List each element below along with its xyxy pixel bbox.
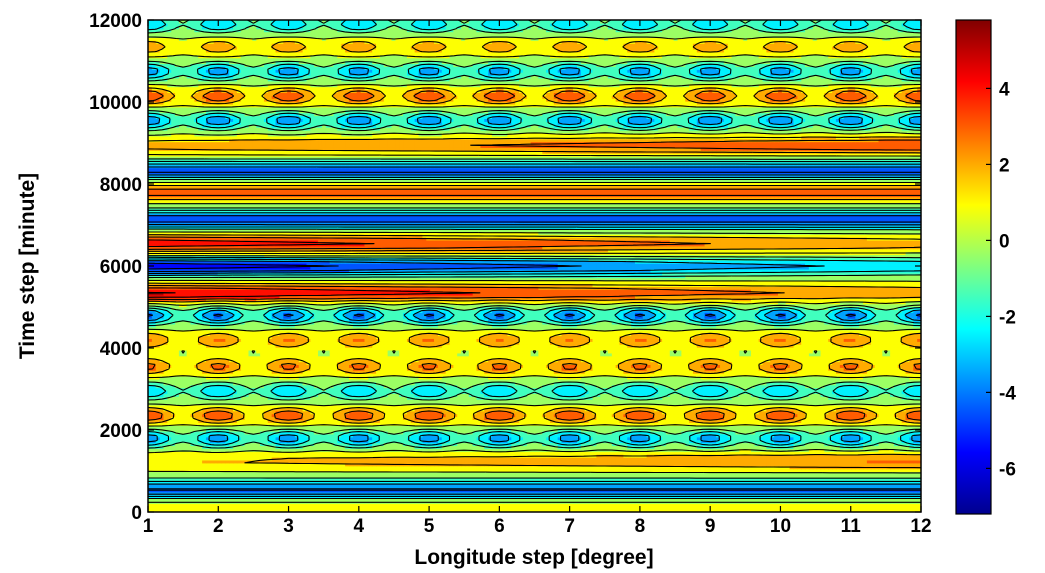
plot-area — [148, 20, 922, 513]
